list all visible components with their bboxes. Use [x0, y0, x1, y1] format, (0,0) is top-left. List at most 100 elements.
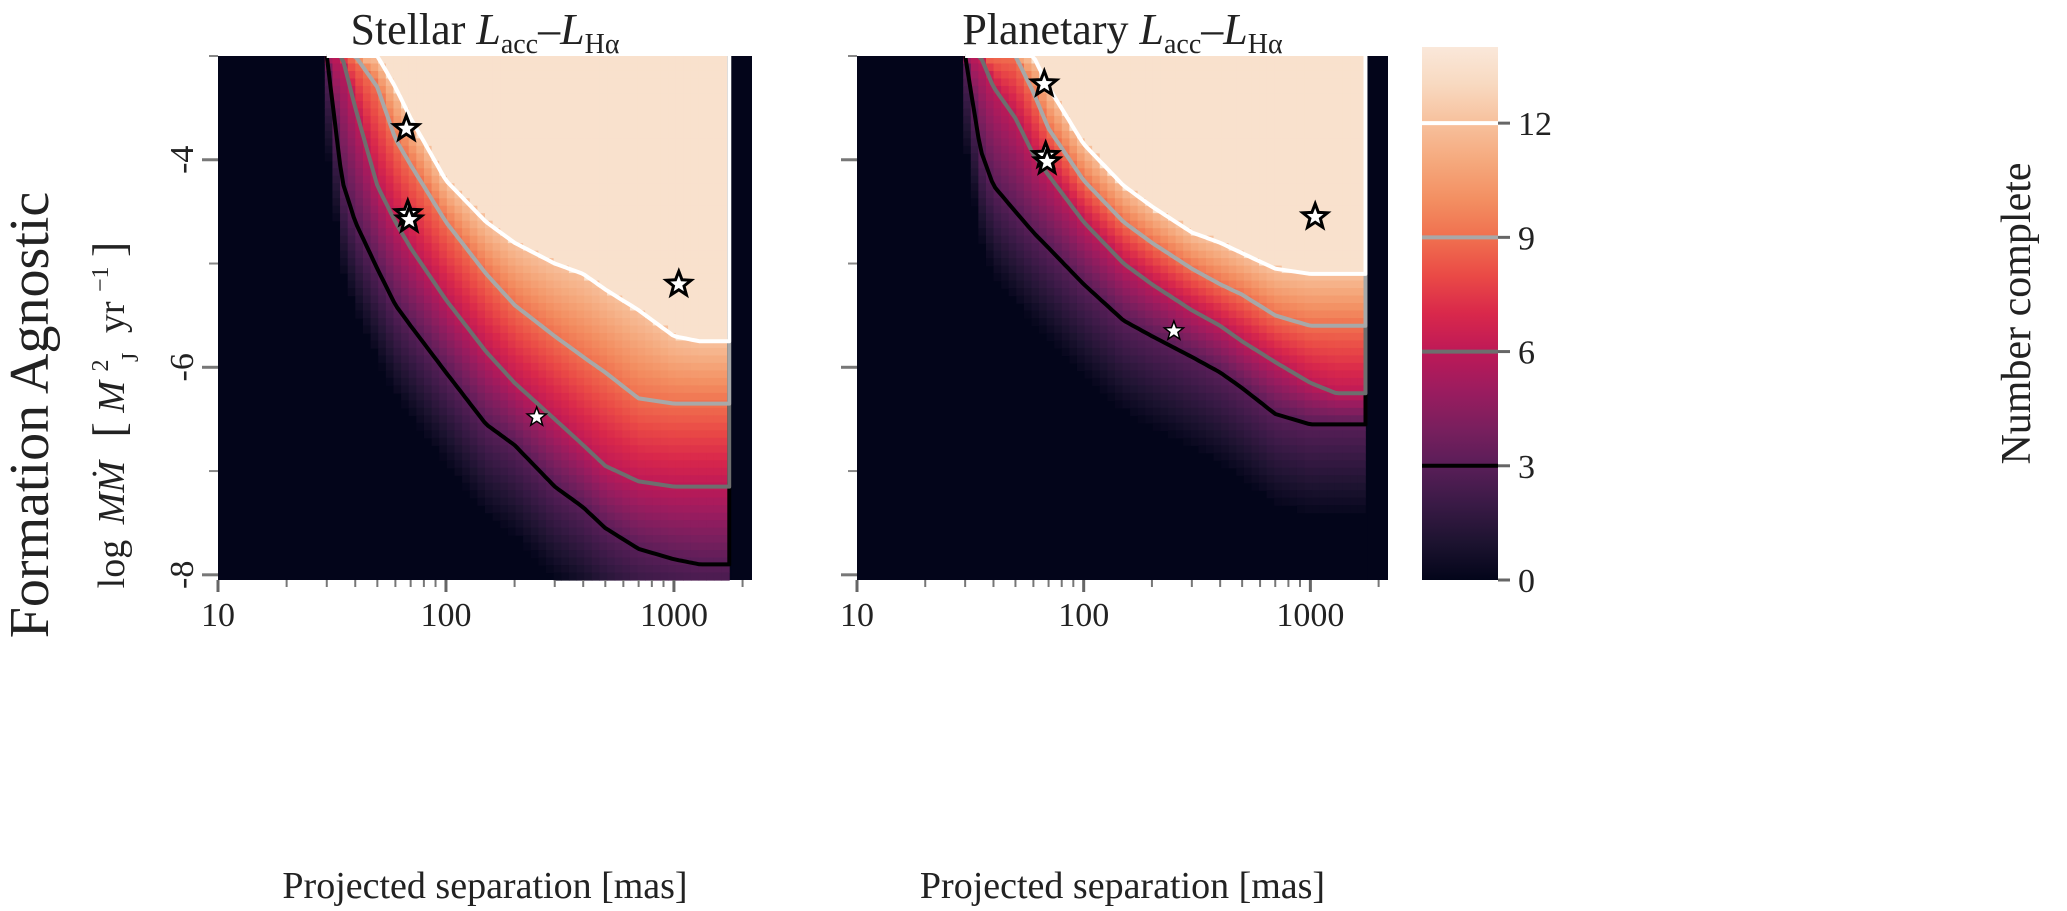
heatmap-cell: [1259, 460, 1268, 469]
heatmap-cell: [652, 295, 662, 304]
heatmap-cell: [645, 100, 654, 109]
heatmap-cell: [355, 78, 364, 87]
heatmap-cell: [706, 557, 715, 566]
heatmap-cell: [492, 497, 501, 506]
heatmap-cell: [1221, 183, 1230, 192]
heatmap-cell: [591, 482, 601, 491]
heatmap-cell: [485, 437, 494, 446]
heatmap-cell: [591, 505, 601, 514]
heatmap-cell: [568, 310, 578, 319]
heatmap-cell: [652, 138, 662, 147]
heatmap-cell: [385, 235, 395, 244]
heatmap-cell: [1145, 362, 1154, 371]
heatmap-cell: [591, 422, 601, 431]
heatmap-cell: [1114, 168, 1124, 177]
heatmap-cell: [378, 340, 387, 349]
heatmap-cell: [1061, 100, 1070, 109]
heatmap-cell: [1175, 392, 1184, 401]
heatmap-cell: [591, 347, 601, 357]
heatmap-cell: [1107, 160, 1116, 169]
heatmap-cell: [507, 198, 517, 207]
heatmap-cell: [629, 430, 639, 439]
heatmap-cell: [553, 250, 562, 259]
heatmap-cell: [1175, 130, 1184, 139]
heatmap-cell: [439, 332, 448, 342]
heatmap-cell: [706, 370, 715, 379]
heatmap-cell: [423, 70, 433, 80]
heatmap-cell: [553, 78, 562, 87]
heatmap-cell: [1122, 377, 1131, 386]
heatmap-cell: [530, 288, 539, 297]
heatmap-cell: [1221, 422, 1230, 431]
heatmap-cell: [1266, 70, 1275, 80]
heatmap-cell: [1160, 370, 1169, 379]
heatmap-cell: [355, 250, 364, 259]
heatmap-cell: [1107, 332, 1116, 342]
heatmap-cell: [713, 460, 723, 469]
heatmap-cell: [576, 288, 585, 297]
heatmap-cell: [690, 325, 700, 334]
heatmap-cell: [652, 85, 662, 95]
heatmap-cell: [477, 70, 486, 80]
heatmap-cell: [1107, 362, 1116, 371]
ylabel-mdot: MṀ: [91, 459, 133, 526]
heatmap-cell: [561, 220, 570, 229]
heatmap-cell: [690, 78, 700, 87]
heatmap-cell: [675, 407, 684, 416]
heatmap-cell: [469, 220, 478, 229]
heatmap-cell: [507, 78, 517, 87]
heatmap-cell: [985, 228, 995, 237]
heatmap-cell: [530, 535, 539, 544]
heatmap-cell: [553, 235, 562, 244]
heatmap-cell: [993, 243, 1002, 252]
heatmap-cell: [706, 520, 715, 529]
heatmap-cell: [1236, 100, 1245, 109]
heatmap-cell: [469, 370, 478, 379]
heatmap-cell: [1221, 347, 1230, 357]
heatmap-cell: [568, 115, 578, 124]
heatmap-cell: [1046, 123, 1055, 132]
heatmap-cell: [1160, 392, 1169, 401]
heatmap-cell: [629, 557, 639, 566]
heatmap-cell: [416, 355, 425, 364]
heatmap-cell: [1168, 168, 1177, 177]
heatmap-cell: [721, 542, 730, 551]
heatmap-cell: [546, 400, 555, 409]
heatmap-cell: [1046, 63, 1055, 72]
heatmap-cell: [591, 243, 601, 252]
heatmap-cell: [553, 520, 562, 529]
heatmap-cell: [431, 130, 440, 139]
heatmap-cell: [393, 370, 402, 379]
heatmap-cell: [637, 572, 646, 581]
heatmap-cell: [568, 512, 578, 521]
heatmap-cell: [568, 572, 578, 581]
heatmap-cell: [1054, 288, 1063, 297]
heatmap-cell: [713, 243, 723, 252]
heatmap-cell: [515, 475, 524, 484]
heatmap-cell: [584, 205, 593, 214]
heatmap-cell: [1243, 145, 1253, 154]
heatmap-cell: [1198, 70, 1207, 80]
heatmap-cell: [978, 130, 987, 139]
heatmap-cell: [675, 213, 684, 222]
heatmap-cell: [1122, 138, 1131, 147]
heatmap-cell: [1175, 138, 1184, 147]
heatmap-cell: [1168, 130, 1177, 139]
heatmap-cell: [1266, 445, 1275, 454]
heatmap-cell: [1114, 385, 1124, 394]
heatmap-cell: [614, 550, 623, 559]
heatmap-cell: [660, 63, 669, 72]
heatmap-cell: [1061, 228, 1070, 237]
heatmap-cell: [1039, 280, 1048, 289]
heatmap-cell: [416, 288, 425, 297]
heatmap-cell: [1069, 220, 1078, 229]
heatmap-cell: [1145, 325, 1154, 334]
heatmap-cell: [439, 235, 448, 244]
heatmap-cell: [416, 145, 425, 154]
heatmap-cell: [553, 205, 562, 214]
heatmap-cell: [1092, 56, 1101, 65]
heatmap-cell: [1190, 123, 1199, 132]
heatmap-cell: [1122, 385, 1131, 394]
heatmap-cell: [706, 340, 715, 349]
heatmap-cell: [538, 355, 547, 364]
